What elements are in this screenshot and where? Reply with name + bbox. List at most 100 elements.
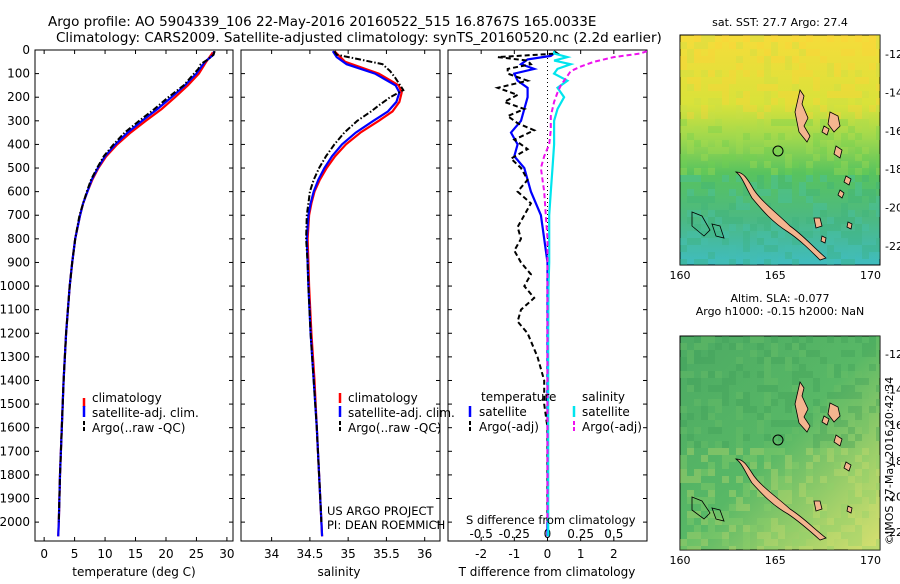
map-cell <box>743 105 750 112</box>
map-cell <box>876 42 880 49</box>
map-cell <box>722 518 729 525</box>
map-cell <box>855 112 862 119</box>
map-cell <box>792 427 799 434</box>
map-cell <box>715 84 722 91</box>
map-cell <box>764 518 771 525</box>
s-tick-label: 0.5 <box>604 527 623 541</box>
map-cell <box>855 189 862 196</box>
map-cell <box>792 161 799 168</box>
map-cell <box>771 56 778 63</box>
map-cell <box>834 371 841 378</box>
map-cell <box>834 70 841 77</box>
map-cell <box>729 224 736 231</box>
map-cell <box>792 462 799 469</box>
map-cell <box>799 245 806 252</box>
map-cell <box>764 84 771 91</box>
map-cell <box>722 154 729 161</box>
map-cell <box>708 448 715 455</box>
map-cell <box>834 399 841 406</box>
map-cell <box>862 476 869 483</box>
map-cell <box>694 126 701 133</box>
new-caledonia-island <box>734 171 827 261</box>
map-cell <box>722 378 729 385</box>
map-cell <box>855 238 862 245</box>
map-cell <box>827 245 834 252</box>
map-cell <box>715 70 722 77</box>
map-cell <box>764 399 771 406</box>
map-cell <box>806 49 813 56</box>
y-tick-label: 1700 <box>0 444 30 458</box>
map-cell <box>869 364 876 371</box>
map-cell <box>736 434 743 441</box>
map-cell <box>841 350 848 357</box>
map-cell <box>792 238 799 245</box>
map-cell <box>708 413 715 420</box>
map-cell <box>841 49 848 56</box>
map-cell <box>792 70 799 77</box>
map-cell <box>729 525 736 532</box>
map-cell <box>764 259 771 265</box>
map-cell <box>813 203 820 210</box>
map-cell <box>876 406 880 413</box>
map-cell <box>855 399 862 406</box>
map-cell <box>855 336 862 343</box>
map-cell <box>785 154 792 161</box>
map-cell <box>736 105 743 112</box>
map-cell <box>708 497 715 504</box>
map-cell <box>680 455 687 462</box>
map-cell <box>820 203 827 210</box>
map-cell <box>862 427 869 434</box>
map-cell <box>708 350 715 357</box>
map-cell <box>834 217 841 224</box>
map-cell <box>855 119 862 126</box>
map-cell <box>715 518 722 525</box>
map-cell <box>792 385 799 392</box>
map-cell <box>694 546 701 550</box>
map-cell <box>848 49 855 56</box>
map-cell <box>834 448 841 455</box>
s-difference-label: S difference from climatology <box>466 513 636 527</box>
map-cell <box>764 140 771 147</box>
map-cell <box>722 140 729 147</box>
map-cell <box>701 105 708 112</box>
map-y-tick-label: -20 <box>885 491 900 504</box>
map-cell <box>680 154 687 161</box>
map-cell <box>771 252 778 259</box>
map-cell <box>855 147 862 154</box>
map-cell <box>862 189 869 196</box>
map-cell <box>680 364 687 371</box>
map-cell <box>862 490 869 497</box>
map-cell <box>743 245 750 252</box>
temperature-legend: climatology satellite-adj. clim. Argo(..… <box>82 391 199 435</box>
map-cell <box>764 63 771 70</box>
map-cell <box>869 63 876 70</box>
map-cell <box>771 343 778 350</box>
map-cell <box>722 455 729 462</box>
map-cell <box>778 175 785 182</box>
map-cell <box>876 245 880 252</box>
map-cell <box>792 371 799 378</box>
map-cell <box>743 70 750 77</box>
map-cell <box>785 455 792 462</box>
x-tick-label: 0 <box>544 547 552 561</box>
x-tick-label: 0 <box>40 547 48 561</box>
legend-label-temp-argo: Argo(-adj) <box>479 420 539 434</box>
map-cell <box>785 161 792 168</box>
map-cell <box>876 168 880 175</box>
map-cell <box>694 175 701 182</box>
map-cell <box>764 434 771 441</box>
map-cell <box>771 448 778 455</box>
map-cell <box>876 364 880 371</box>
map-cell <box>827 133 834 140</box>
map-cell <box>701 406 708 413</box>
y-tick-label: 0 <box>22 43 30 57</box>
map-cell <box>771 546 778 550</box>
map-cell <box>855 546 862 550</box>
y-tick-label: 1600 <box>0 421 30 435</box>
map-cell <box>736 406 743 413</box>
map-cell <box>764 525 771 532</box>
map-cell <box>806 35 813 42</box>
map-cell <box>701 154 708 161</box>
map-cell <box>855 91 862 98</box>
map-cell <box>708 525 715 532</box>
